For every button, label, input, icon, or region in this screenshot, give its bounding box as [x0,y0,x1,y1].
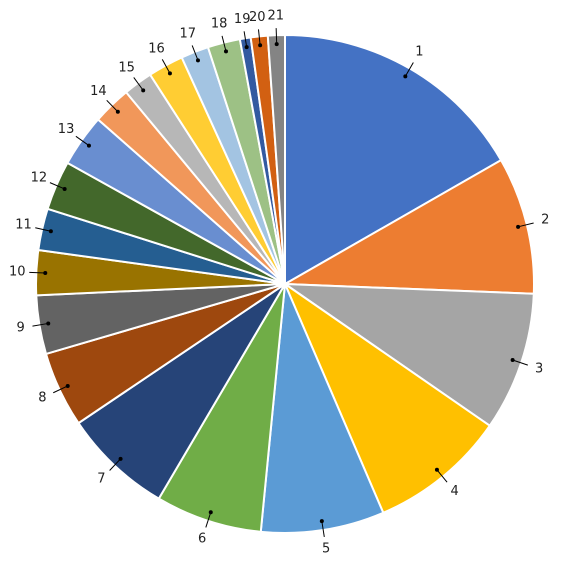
leader-line [161,59,171,74]
slice-label: 13 [58,122,75,137]
slice-label: 15 [118,60,135,75]
leader-line [32,322,49,327]
leader-dot [43,271,48,276]
leader-line [53,385,68,394]
leader-dot [208,510,213,515]
leader-dot [65,383,70,388]
slice-label: 12 [31,170,48,185]
leader-dot [403,74,408,79]
leader-line [109,458,121,471]
slice-label: 14 [90,84,107,99]
slice-label: 3 [535,361,543,376]
leader-line [275,28,278,45]
leader-line [205,512,212,528]
slice-label: 11 [15,218,32,233]
leader-line [257,29,261,46]
slice-label: 4 [451,484,459,499]
slice-label: 16 [148,41,165,56]
leader-line [321,521,325,538]
leader-dot [62,186,67,191]
slice-label: 10 [9,264,26,279]
slice-label: 1 [415,45,423,60]
leader-dot [223,49,228,54]
leader-dot [46,321,51,326]
slice-label: 21 [267,9,284,24]
leader-line [49,182,65,190]
leader-dot [48,229,53,234]
leader-line [106,99,119,113]
slice-label: 18 [211,17,228,32]
slice-label: 20 [249,10,266,25]
leader-line [29,271,46,274]
leader-dot [86,143,91,148]
slice-label: 19 [234,12,251,27]
leader-dot [244,45,249,50]
leader-line [512,359,528,366]
leader-line [75,135,90,146]
leader-line [436,469,448,483]
leader-dot [274,42,279,47]
slice-label: 8 [38,390,46,405]
leader-line [191,45,199,61]
leader-dot [434,467,439,472]
leader-line [517,222,534,228]
slice-label: 6 [198,531,206,546]
leader-line [133,77,144,91]
leader-dot [510,358,515,363]
leader-dot [195,58,200,63]
leader-dot [319,519,324,524]
slice-label: 17 [180,27,197,42]
slice-label: 7 [97,472,105,487]
leader-dot [167,71,172,76]
slice-label: 5 [322,541,330,556]
leader-line [35,227,51,232]
leader-dot [258,43,263,48]
leader-dot [141,88,146,93]
leader-line [404,62,414,77]
leader-line [221,35,227,52]
leader-dot [516,224,521,229]
slice-label: 9 [17,321,25,336]
leader-line [243,31,248,48]
leader-dot [118,456,123,461]
slice-label: 2 [541,213,549,228]
leader-dot [115,109,120,114]
